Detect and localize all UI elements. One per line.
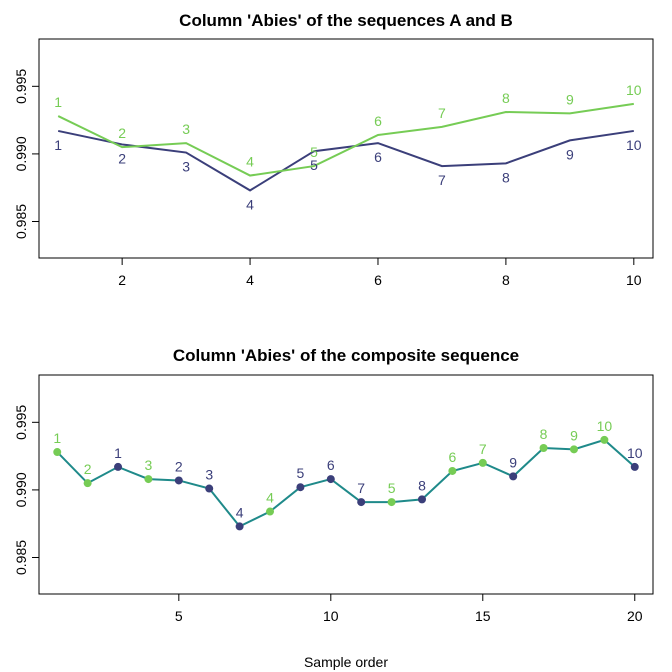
x-axis-top: 2 4 6 8 10: [118, 258, 642, 288]
composite-point-a: [114, 462, 123, 471]
plot-frame-bottom: [38, 374, 654, 595]
composite-point-b: [478, 458, 487, 467]
composite-point-a: [205, 484, 214, 493]
series-a-point-label: 9: [566, 146, 574, 162]
x-tick-label: 4: [246, 272, 254, 288]
x-tick-label: 10: [626, 272, 642, 288]
x-tick-label: 6: [374, 272, 382, 288]
series-a-point-label: 3: [182, 159, 190, 175]
series-b-point-label: 5: [310, 144, 318, 160]
composite-point-label: 8: [418, 477, 426, 493]
series-group-top: [57, 102, 634, 192]
composite-point-b: [569, 445, 578, 454]
panel-sequences-a-b: Column 'Abies' of the sequences A and B …: [13, 11, 654, 288]
composite-point-a: [174, 476, 183, 485]
composite-point-b: [83, 479, 92, 488]
point-labels-bottom: 1 2 1 3 2 3 4 4 5 6 7 5 8 6 7 9 8 9 10 10: [53, 418, 642, 521]
x-axis-label-bottom: Sample order: [304, 654, 388, 670]
series-b-point-label: 10: [626, 82, 642, 98]
plot-frame-top: [38, 38, 654, 259]
series-b-line: [57, 102, 634, 177]
y-tick-label: 0.990: [13, 472, 29, 507]
composite-point-label: 3: [145, 457, 153, 473]
composite-point-label: 2: [84, 461, 92, 477]
series-b-point-label: 2: [118, 125, 126, 141]
composite-point-label: 3: [205, 467, 213, 483]
composite-point-label: 1: [114, 445, 122, 461]
composite-point-label: 2: [175, 458, 183, 474]
y-tick-label: 0.995: [13, 69, 29, 104]
series-b-point-label: 7: [438, 105, 446, 121]
y-axis-top: 0.985 0.990 0.995: [13, 69, 39, 239]
composite-point-b: [144, 475, 153, 484]
series-a-point-label: 6: [374, 149, 382, 165]
y-tick-label: 0.995: [13, 405, 29, 440]
panel-composite: Column 'Abies' of the composite sequence…: [13, 346, 654, 670]
composite-point-label: 9: [570, 427, 578, 443]
composite-point-label: 10: [627, 445, 643, 461]
composite-point-b: [600, 435, 609, 444]
composite-point-label: 4: [236, 504, 244, 520]
point-labels-top: 1 2 3 4 5 6 7 8 9 10 1 2 3 4 5 6 7 8 9 10: [54, 82, 642, 213]
composite-point-a: [326, 475, 335, 484]
points-group-bottom: [53, 435, 639, 531]
series-a-point-label: 1: [54, 137, 62, 153]
composite-point-b: [448, 466, 457, 475]
composite-point-b: [539, 444, 548, 452]
series-b-point-label: 9: [566, 91, 574, 107]
composite-point-label: 10: [597, 418, 613, 434]
series-a-line: [57, 129, 634, 192]
series-b-point-label: 1: [54, 94, 62, 110]
composite-point-b: [53, 448, 62, 457]
composite-point-label: 9: [509, 454, 517, 470]
chart-title-top: Column 'Abies' of the sequences A and B: [179, 11, 513, 30]
composite-point-label: 6: [448, 449, 456, 465]
composite-point-a: [509, 472, 518, 481]
x-tick-label: 5: [175, 608, 183, 624]
composite-point-a: [630, 462, 639, 471]
composite-point-label: 7: [479, 441, 487, 457]
composite-point-a: [235, 522, 244, 531]
y-tick-label: 0.990: [13, 136, 29, 171]
x-tick-label: 10: [323, 608, 339, 624]
composite-point-label: 5: [297, 465, 305, 481]
x-axis-bottom: 5 10 15 20: [175, 594, 643, 624]
series-a-point-label: 4: [246, 196, 254, 212]
composite-point-a: [357, 498, 366, 507]
series-b-point-label: 3: [182, 121, 190, 137]
x-tick-label: 8: [502, 272, 510, 288]
series-a-point-label: 10: [626, 137, 642, 153]
composite-line: [56, 438, 636, 528]
series-b-point-label: 4: [246, 154, 254, 170]
series-a-point-label: 8: [502, 169, 510, 185]
composite-point-b: [387, 498, 396, 507]
composite-point-b: [266, 507, 275, 516]
series-b-point-label: 6: [374, 113, 382, 129]
composite-point-label: 8: [540, 426, 548, 442]
series-a-point-label: 2: [118, 150, 126, 166]
composite-point-label: 7: [357, 480, 365, 496]
chart-title-bottom: Column 'Abies' of the composite sequence: [173, 346, 519, 365]
composite-point-label: 1: [53, 430, 61, 446]
composite-point-label: 5: [388, 480, 396, 496]
series-a-point-label: 5: [310, 157, 318, 173]
series-a-point-label: 7: [438, 172, 446, 188]
x-tick-label: 15: [475, 608, 491, 624]
composite-point-a: [296, 483, 305, 492]
y-tick-label: 0.985: [13, 204, 29, 239]
composite-point-a: [417, 495, 426, 504]
y-tick-label: 0.985: [13, 540, 29, 575]
series-group-bottom: [56, 438, 636, 528]
composite-point-label: 4: [266, 490, 274, 506]
x-tick-label: 2: [118, 272, 126, 288]
composite-point-label: 6: [327, 457, 335, 473]
y-axis-bottom: 0.985 0.990 0.995: [13, 405, 39, 575]
series-b-point-label: 8: [502, 90, 510, 106]
x-tick-label: 20: [627, 608, 643, 624]
